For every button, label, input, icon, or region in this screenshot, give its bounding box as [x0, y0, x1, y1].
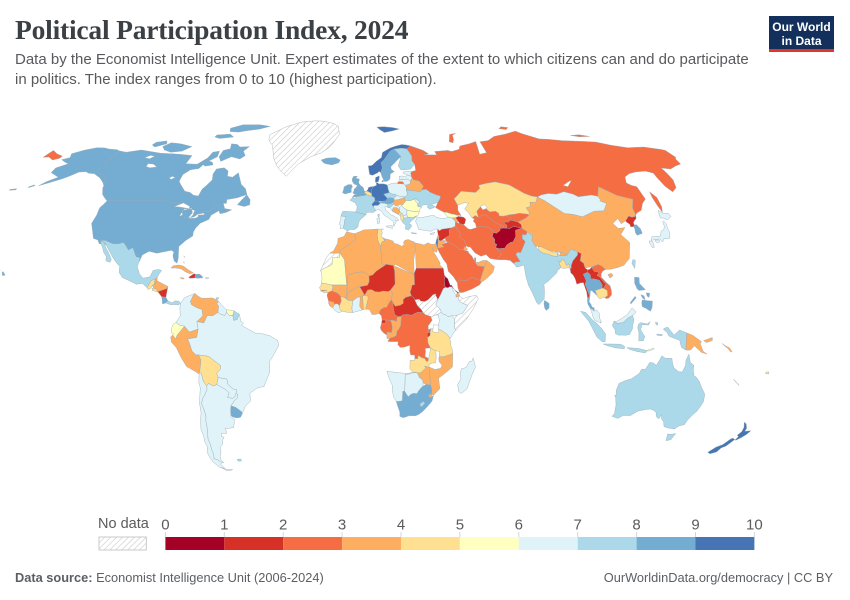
svg-text:1: 1 — [220, 517, 228, 534]
svg-text:10: 10 — [746, 517, 763, 534]
svg-text:9: 9 — [691, 517, 699, 534]
svg-text:4: 4 — [397, 517, 405, 534]
svg-text:7: 7 — [574, 517, 582, 534]
svg-text:3: 3 — [338, 517, 346, 534]
svg-text:5: 5 — [456, 517, 464, 534]
svg-text:8: 8 — [632, 517, 640, 534]
svg-text:2: 2 — [279, 517, 287, 534]
svg-text:0: 0 — [161, 517, 169, 534]
svg-text:6: 6 — [515, 517, 523, 534]
